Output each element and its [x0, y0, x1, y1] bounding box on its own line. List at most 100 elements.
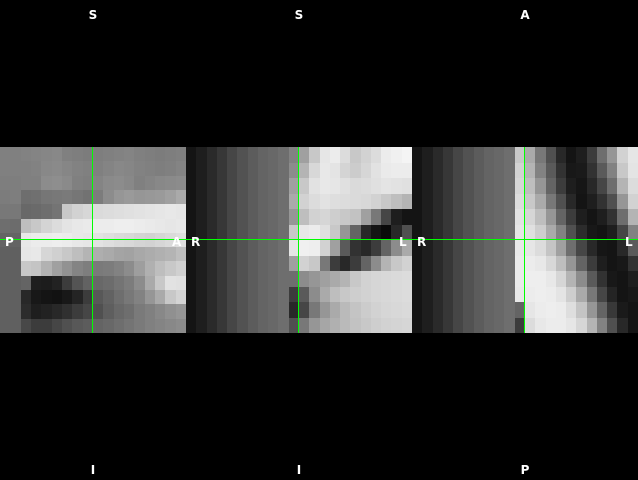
voxel	[227, 271, 238, 287]
voxel	[483, 240, 495, 256]
voxel	[72, 147, 83, 162]
voxel	[41, 218, 52, 233]
voxel	[617, 286, 628, 302]
voxel	[422, 240, 433, 256]
voxel	[51, 218, 62, 233]
voxel	[401, 193, 412, 209]
voxel	[61, 175, 73, 190]
voxel	[483, 209, 495, 225]
coronal-view[interactable]: S I R L	[186, 0, 412, 480]
coronal-slice-image[interactable]	[186, 147, 412, 333]
voxel	[123, 290, 135, 305]
voxel	[391, 193, 402, 209]
voxel	[401, 317, 412, 333]
coronal-label-right: L	[399, 235, 407, 249]
sagittal-view[interactable]: S I P A	[0, 0, 186, 480]
voxel	[453, 286, 464, 302]
voxel	[206, 286, 217, 302]
voxel	[453, 162, 464, 178]
voxel	[504, 302, 515, 318]
voxel	[103, 218, 114, 233]
voxel	[627, 286, 638, 302]
voxel	[442, 178, 454, 194]
axial-slice-image[interactable]	[412, 147, 638, 333]
voxel	[401, 209, 412, 225]
voxel	[514, 255, 525, 271]
sagittal-crosshair-horizontal	[0, 239, 186, 240]
voxel	[340, 302, 351, 318]
voxel	[350, 317, 361, 333]
voxel	[350, 209, 361, 225]
voxel	[381, 271, 392, 287]
voxel	[473, 240, 484, 256]
voxel	[227, 255, 238, 271]
voxel	[92, 189, 104, 205]
voxel	[144, 175, 155, 190]
voxel	[165, 175, 176, 190]
voxel	[555, 317, 567, 333]
axial-view[interactable]: A P R L	[412, 0, 638, 480]
voxel	[453, 224, 464, 240]
voxel	[216, 302, 228, 318]
voxel	[278, 255, 289, 271]
voxel	[370, 147, 382, 163]
sagittal-slice-image[interactable]	[0, 147, 186, 333]
voxel	[144, 147, 155, 162]
voxel	[257, 147, 269, 163]
voxel	[494, 255, 505, 271]
voxel	[463, 286, 474, 302]
voxel	[196, 162, 207, 178]
voxel	[257, 286, 269, 302]
voxel	[586, 255, 597, 271]
voxel	[432, 193, 443, 209]
voxel	[61, 204, 73, 219]
voxel	[607, 209, 618, 225]
voxel	[483, 147, 495, 163]
voxel	[524, 271, 536, 287]
voxel	[535, 240, 546, 256]
voxel	[432, 209, 443, 225]
voxel	[566, 317, 577, 333]
voxel	[340, 162, 351, 178]
voxel	[514, 271, 525, 287]
voxel	[186, 255, 197, 271]
voxel	[360, 178, 371, 194]
voxel	[329, 317, 341, 333]
voxel	[442, 271, 454, 287]
voxel	[288, 240, 299, 256]
voxel	[607, 302, 618, 318]
voxel	[247, 162, 258, 178]
voxel	[473, 147, 484, 163]
voxel	[391, 178, 402, 194]
voxel	[555, 271, 567, 287]
voxel	[309, 209, 320, 225]
voxel	[422, 162, 433, 178]
voxel	[247, 240, 258, 256]
voxel	[278, 147, 289, 163]
voxel	[154, 161, 166, 176]
voxel	[41, 290, 52, 305]
voxel	[463, 224, 474, 240]
voxel	[329, 271, 341, 287]
voxel	[463, 255, 474, 271]
voxel	[288, 193, 299, 209]
voxel	[0, 175, 11, 190]
voxel	[134, 275, 145, 291]
voxel	[545, 147, 556, 163]
voxel	[288, 178, 299, 194]
voxel	[586, 317, 597, 333]
voxel	[10, 275, 21, 291]
voxel	[535, 147, 546, 163]
voxel	[381, 240, 392, 256]
voxel	[504, 286, 515, 302]
voxel	[196, 271, 207, 287]
voxel	[206, 302, 217, 318]
voxel	[412, 193, 423, 209]
voxel	[113, 290, 124, 305]
voxel	[134, 204, 145, 219]
voxel	[123, 247, 135, 262]
voxel	[113, 318, 124, 333]
voxel	[227, 178, 238, 194]
voxel	[401, 255, 412, 271]
voxel	[175, 189, 186, 205]
